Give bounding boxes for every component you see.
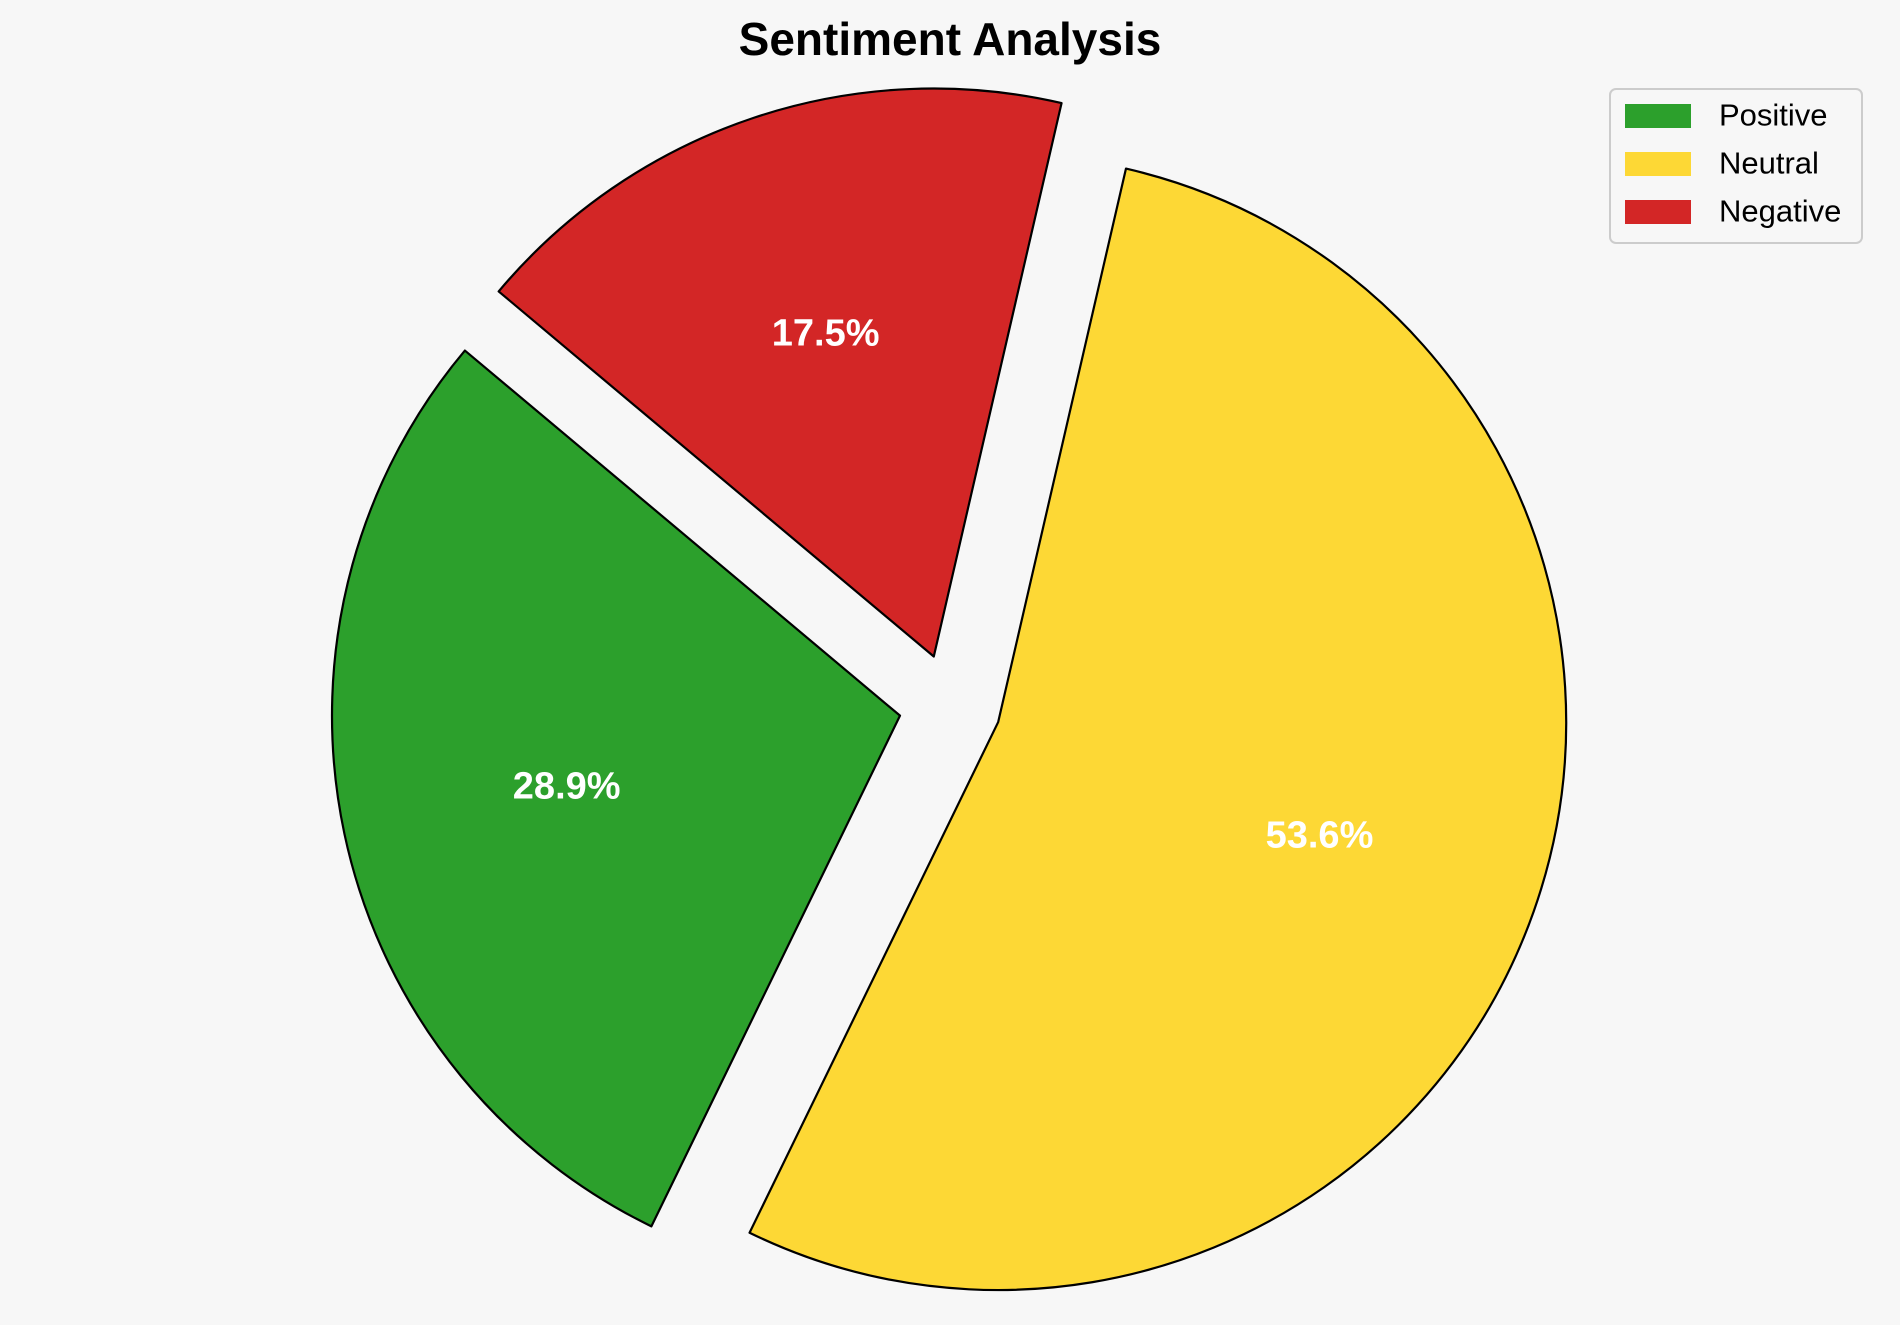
slice-label-negative: 17.5% — [772, 312, 880, 354]
pie-slice-positive — [330, 349, 902, 1228]
legend-entries: Positive Neutral Negative — [1625, 98, 1841, 229]
legend-label-positive: Positive — [1719, 98, 1828, 133]
pie-slice-negative — [497, 87, 1063, 658]
pie-slice-neutral — [748, 167, 1568, 1292]
legend: Positive Neutral Negative — [1609, 88, 1863, 244]
legend-swatch-neutral — [1625, 152, 1691, 176]
chart-title: Sentiment Analysis — [739, 13, 1162, 65]
legend-swatch-negative — [1625, 200, 1691, 224]
legend-label-negative: Negative — [1719, 194, 1841, 229]
slice-label-positive: 28.9% — [513, 766, 621, 808]
legend-swatch-positive — [1625, 104, 1691, 128]
legend-label-neutral: Neutral — [1719, 146, 1819, 181]
pie-slice-labels: 28.9% 53.6% 17.5% — [513, 312, 1374, 856]
slice-label-neutral: 53.6% — [1266, 815, 1374, 857]
pie-slices — [330, 87, 1568, 1292]
